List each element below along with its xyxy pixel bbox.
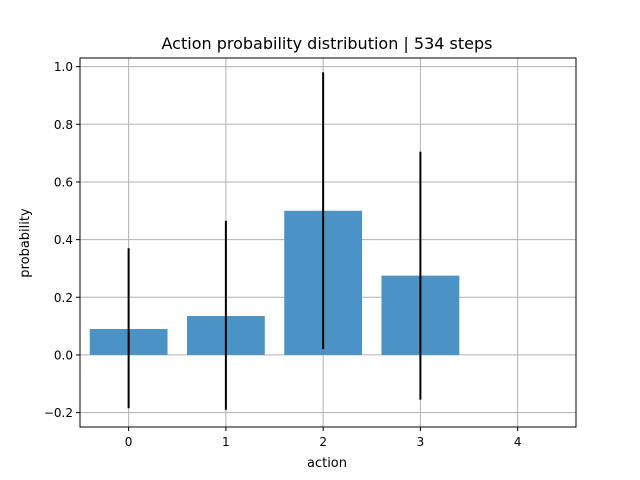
chart-title: Action probability distribution | 534 st… — [162, 34, 493, 53]
x-tick-label-3: 3 — [417, 435, 425, 449]
y-tick-label-3: 0.4 — [54, 233, 73, 247]
y-tick-label-2: 0.2 — [54, 291, 73, 305]
error-bars — [127, 72, 422, 410]
x-tick-label-0: 0 — [125, 435, 133, 449]
x-tick-label-2: 2 — [319, 435, 327, 449]
x-axis-label: action — [307, 456, 347, 471]
x-axis-ticks: 0 1 2 3 4 — [125, 427, 522, 449]
y-tick-label-5: 0.8 — [54, 118, 73, 132]
y-tick-label-4: 0.6 — [54, 175, 73, 189]
x-tick-label-1: 1 — [222, 435, 230, 449]
y-tick-label-1: 0.0 — [54, 348, 73, 362]
y-tick-label-0: −0.2 — [44, 406, 73, 420]
x-tick-label-4: 4 — [514, 435, 522, 449]
y-axis-label: probability — [18, 208, 33, 278]
plot-frame — [79, 57, 577, 428]
y-tick-label-6: 1.0 — [54, 60, 73, 74]
y-axis-ticks: −0.2 0.0 0.2 0.4 0.6 0.8 1.0 — [44, 60, 80, 420]
bars — [89, 210, 460, 355]
